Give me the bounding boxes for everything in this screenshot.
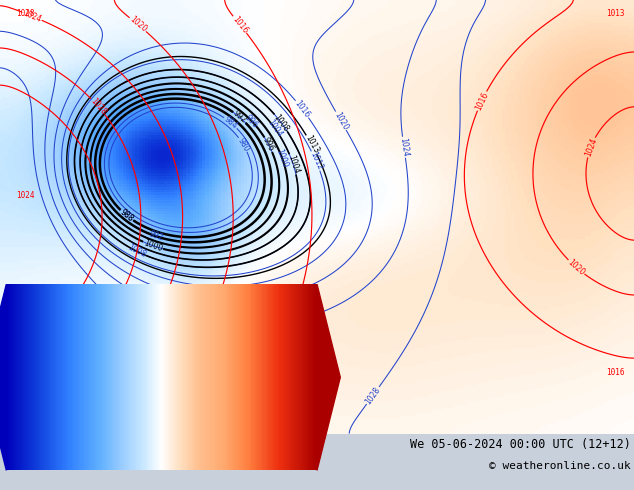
Text: 1020: 1020 <box>127 15 148 34</box>
Text: 1020: 1020 <box>16 368 35 377</box>
Text: 1013: 1013 <box>605 8 624 18</box>
Text: 1000: 1000 <box>142 238 164 253</box>
Text: 1004: 1004 <box>286 154 301 175</box>
Text: 1016: 1016 <box>16 412 35 421</box>
Text: © weatheronline.co.uk: © weatheronline.co.uk <box>489 461 631 471</box>
Polygon shape <box>0 284 6 470</box>
Text: 1024: 1024 <box>16 291 35 299</box>
Text: 984: 984 <box>222 115 239 131</box>
Text: 992: 992 <box>148 230 164 243</box>
Text: 1004: 1004 <box>266 118 284 139</box>
Text: 996: 996 <box>243 113 260 129</box>
Text: 1016: 1016 <box>605 368 624 377</box>
Text: 992: 992 <box>231 109 248 125</box>
Text: 1016: 1016 <box>230 14 249 35</box>
Text: 1008: 1008 <box>126 243 148 260</box>
Text: 1008: 1008 <box>272 112 290 133</box>
Text: SLP tendency [hPa] ECMWF: SLP tendency [hPa] ECMWF <box>3 438 174 451</box>
Text: 1028: 1028 <box>364 385 382 406</box>
Text: 1032: 1032 <box>44 309 65 329</box>
Text: 1024: 1024 <box>22 8 42 24</box>
Text: 1028: 1028 <box>88 96 108 117</box>
Text: 1028: 1028 <box>16 8 35 18</box>
Text: 1020: 1020 <box>566 258 586 277</box>
Polygon shape <box>317 284 340 470</box>
Text: 980: 980 <box>236 136 251 153</box>
Text: 1013: 1013 <box>303 134 320 155</box>
Text: 996: 996 <box>261 136 276 153</box>
Text: 1000: 1000 <box>275 147 290 169</box>
Text: 1016: 1016 <box>474 90 490 112</box>
Text: 1024: 1024 <box>398 137 410 157</box>
Text: We 05-06-2024 00:00 UTC (12+12): We 05-06-2024 00:00 UTC (12+12) <box>410 438 631 451</box>
Text: 1024: 1024 <box>16 191 35 199</box>
Text: 1024: 1024 <box>583 137 598 158</box>
Text: 1020: 1020 <box>332 110 349 131</box>
Text: 1016: 1016 <box>293 98 311 120</box>
Text: 988: 988 <box>118 207 135 223</box>
Text: 1028: 1028 <box>105 293 125 313</box>
Text: 1012: 1012 <box>308 150 324 172</box>
Text: 988: 988 <box>118 207 135 223</box>
